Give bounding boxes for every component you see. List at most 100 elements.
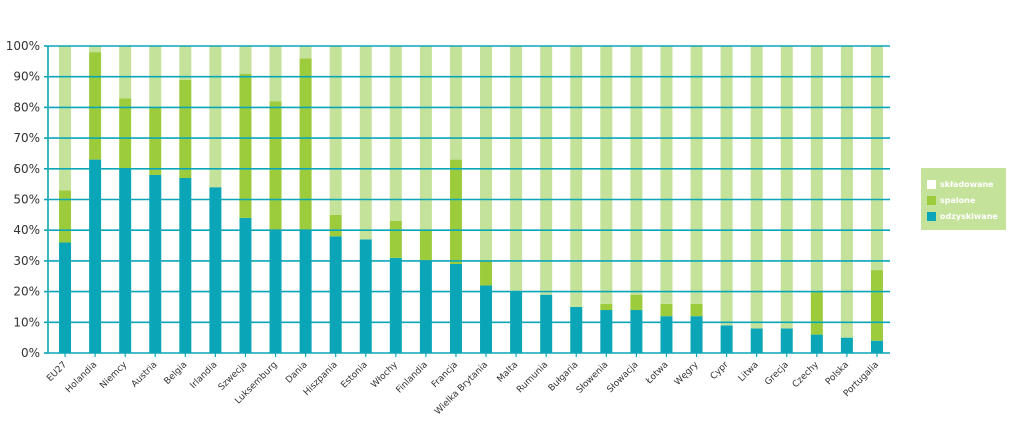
bar-składowane-23 (750, 46, 763, 329)
legend-label: odzyskiwane (940, 211, 998, 221)
bar-spalone-14 (480, 260, 493, 286)
x-category-label: Rumunia (515, 360, 550, 395)
bar-odzyskiwane-19 (630, 310, 643, 353)
bar-spalone-6 (239, 73, 252, 218)
bar-odzyskiwane-14 (480, 285, 493, 353)
y-tick-labels: 0% 10% 20% 30% 40% 50% 60% 70% 80% 90% 100% (6, 39, 40, 360)
bar-składowane-2 (119, 46, 132, 99)
bar-odzyskiwane-20 (660, 316, 673, 353)
x-category-label: Łotwa (644, 360, 671, 387)
x-category-label: Wielka Brytania (433, 360, 490, 417)
x-category-label: Holandia (64, 360, 99, 395)
bar-składowane-18 (600, 46, 613, 304)
x-category-label: Węgry (673, 360, 701, 388)
bar-spalone-25 (810, 291, 823, 335)
x-category-label: Czechy (791, 360, 822, 391)
x-category-label: Francja (430, 360, 460, 390)
y-tick-label: 60% (13, 162, 40, 176)
x-category-label: Estonia (339, 360, 370, 391)
bar-składowane-7 (269, 46, 282, 102)
legend-swatch (927, 179, 936, 189)
bar-składowane-19 (630, 46, 643, 295)
bar-składowane-4 (179, 46, 192, 80)
y-tick-label: 100% (6, 39, 40, 53)
x-category-label: Malta (496, 360, 521, 385)
bar-spalone-8 (299, 58, 312, 231)
x-category-label: Irlandia (189, 360, 220, 391)
bar-składowane-22 (720, 46, 733, 326)
y-tick-label: 50% (13, 193, 40, 207)
bar-spalone-21 (690, 303, 703, 317)
bar-odzyskiwane-1 (89, 159, 102, 353)
bar-składowane-0 (59, 46, 72, 191)
x-category-label: Słowenia (575, 360, 611, 396)
bar-odzyskiwane-22 (720, 325, 733, 353)
bar-odzyskiwane-12 (419, 260, 432, 353)
bar-składowane-5 (209, 46, 222, 188)
bar-składowane-13 (449, 46, 462, 160)
y-tick-label: 10% (13, 315, 40, 329)
legend-label: składowane (940, 179, 994, 189)
y-tick-label: 30% (13, 254, 40, 268)
bar-spalone-3 (149, 107, 162, 175)
bar-spalone-9 (329, 214, 342, 237)
bar-odzyskiwane-24 (780, 328, 793, 353)
x-category-label: Grecja (763, 360, 791, 388)
bar-odzyskiwane-9 (329, 236, 342, 353)
x-category-label: Włochy (370, 360, 401, 391)
axes-layer (44, 45, 890, 357)
y-tick-label: 40% (13, 223, 40, 237)
bars-layer (59, 46, 883, 353)
bar-odzyskiwane-3 (149, 174, 162, 353)
bar-odzyskiwane-16 (540, 294, 553, 353)
bar-składowane-20 (660, 46, 673, 304)
bar-składowane-10 (359, 46, 372, 240)
bar-odzyskiwane-26 (840, 337, 853, 353)
bar-składowane-11 (389, 46, 402, 221)
legend: składowane spalone odzyskiwane (921, 168, 1006, 230)
bar-spalone-27 (870, 270, 883, 341)
legend-swatch (927, 195, 936, 205)
bar-spalone-0 (59, 190, 72, 243)
bar-odzyskiwane-0 (59, 242, 72, 353)
bar-składowane-16 (540, 46, 553, 295)
legend-swatch (927, 211, 936, 221)
x-category-label: Słowacja (605, 360, 640, 395)
bar-odzyskiwane-21 (690, 316, 703, 353)
bar-odzyskiwane-5 (209, 187, 222, 353)
bar-spalone-11 (389, 220, 402, 258)
x-category-label: EU27 (45, 360, 69, 384)
legend-label: spalone (940, 195, 976, 205)
bar-odzyskiwane-27 (870, 340, 883, 353)
bar-odzyskiwane-18 (600, 310, 613, 353)
bar-odzyskiwane-6 (239, 217, 252, 353)
y-tick-label: 70% (13, 131, 40, 145)
bar-spalone-20 (660, 303, 673, 317)
x-category-label: Niemcy (98, 360, 129, 391)
y-tick-label: 80% (13, 100, 40, 114)
legend-item-składowane: składowane (927, 176, 1000, 192)
gridlines-layer (48, 45, 890, 324)
bar-składowane-9 (329, 46, 342, 215)
bar-odzyskiwane-10 (359, 239, 372, 353)
legend-item-spalone: spalone (927, 192, 1000, 208)
x-category-label: Cypr (709, 360, 731, 382)
x-category-label: Finlandia (395, 360, 430, 395)
x-category-label: Belgia (163, 360, 190, 387)
bar-spalone-12 (419, 230, 432, 261)
y-tick-label: 20% (13, 285, 40, 299)
bar-spalone-2 (119, 98, 132, 169)
bar-składowane-24 (780, 46, 793, 329)
y-tick-label: 0% (21, 346, 40, 360)
x-category-label: Litwa (737, 360, 761, 384)
bar-spalone-7 (269, 101, 282, 231)
bar-spalone-19 (630, 294, 643, 311)
bar-odzyskiwane-11 (389, 257, 402, 353)
bar-spalone-4 (179, 79, 192, 179)
bar-odzyskiwane-25 (810, 334, 823, 353)
legend-item-odzyskiwane: odzyskiwane (927, 208, 1000, 224)
x-category-label: Dania (284, 360, 310, 386)
y-tick-label: 90% (13, 70, 40, 84)
